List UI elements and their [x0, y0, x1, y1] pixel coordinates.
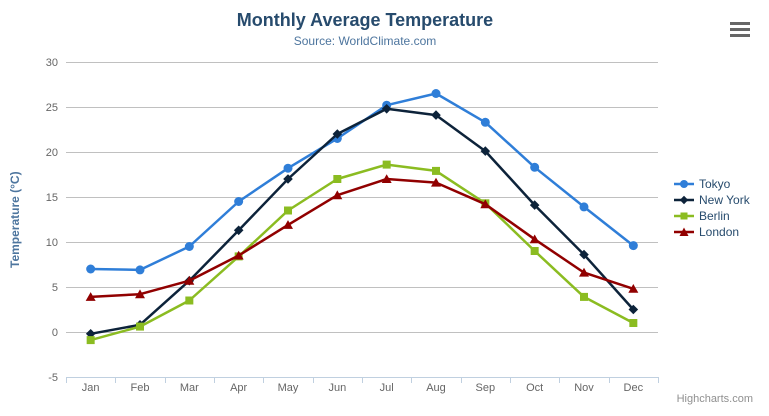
data-point-london-may[interactable] — [283, 220, 293, 229]
y-axis-tick-label: -5 — [48, 372, 58, 384]
hamburger-bar — [730, 28, 750, 31]
credits-link[interactable]: Highcharts.com — [676, 393, 753, 405]
y-axis-title: Temperature (°C) — [8, 171, 22, 268]
series-line-berlin — [89, 163, 635, 342]
data-point-berlin-dec[interactable] — [629, 319, 638, 327]
x-axis-category-label: Aug — [426, 382, 446, 394]
data-point-new-york-sep[interactable] — [480, 146, 491, 156]
y-axis-tick-label: 10 — [46, 237, 58, 249]
data-point-tokyo-feb[interactable] — [135, 265, 145, 275]
data-point-new-york-jul[interactable] — [381, 104, 392, 114]
x-axis-category-label: Jan — [82, 382, 100, 394]
data-point-new-york-jan[interactable] — [85, 329, 96, 339]
legend-label: Berlin — [699, 209, 730, 223]
data-point-berlin-nov[interactable] — [580, 292, 588, 301]
data-point-new-york-nov[interactable] — [579, 249, 589, 260]
legend-item-new-york[interactable]: New York — [674, 192, 750, 208]
data-point-london-feb[interactable] — [135, 289, 145, 299]
x-axis-category-label: Sep — [476, 382, 496, 394]
data-point-london-apr[interactable] — [233, 250, 244, 260]
y-axis-tick-label: 15 — [46, 192, 58, 204]
data-point-berlin-mar[interactable] — [185, 296, 194, 305]
legend-item-tokyo[interactable]: Tokyo — [674, 176, 750, 192]
y-axis-tick-label: 30 — [46, 57, 58, 69]
legend-item-berlin[interactable]: Berlin — [674, 208, 750, 224]
x-axis-category-label: May — [278, 382, 299, 394]
data-point-tokyo-mar[interactable] — [184, 242, 194, 251]
data-point-berlin-oct[interactable] — [530, 247, 539, 255]
data-point-london-dec[interactable] — [628, 284, 639, 293]
x-axis-category-label: Apr — [230, 382, 247, 394]
x-axis-category-label: Jul — [380, 382, 394, 394]
series-line-tokyo — [89, 92, 635, 272]
legend: Tokyo New York Berlin London — [674, 176, 750, 240]
data-point-tokyo-apr[interactable] — [234, 197, 244, 206]
y-axis-tick-label: 0 — [52, 327, 58, 339]
data-point-london-nov[interactable] — [579, 267, 589, 277]
data-point-new-york-jun[interactable] — [332, 129, 343, 139]
legend-label: London — [699, 225, 740, 239]
data-point-berlin-may[interactable] — [284, 206, 292, 215]
data-point-london-jun[interactable] — [332, 190, 343, 200]
legend-label: New York — [699, 193, 750, 207]
data-point-tokyo-aug[interactable] — [431, 89, 441, 98]
chart-title: Monthly Average Temperature — [236, 10, 494, 30]
y-axis-tick-label: 20 — [46, 147, 58, 159]
legend-item-london[interactable]: London — [674, 224, 750, 240]
x-axis-category-label: Feb — [131, 382, 150, 394]
data-point-london-mar[interactable] — [184, 275, 195, 285]
data-point-berlin-jun[interactable] — [333, 175, 342, 183]
data-point-london-aug[interactable] — [431, 177, 441, 187]
data-point-new-york-aug[interactable] — [431, 110, 441, 120]
data-point-berlin-feb[interactable] — [136, 322, 144, 331]
y-axis-tick-label: 25 — [46, 102, 58, 114]
data-point-berlin-aug[interactable] — [432, 166, 440, 175]
data-point-new-york-dec[interactable] — [628, 304, 639, 315]
data-point-tokyo-dec[interactable] — [628, 241, 638, 251]
series-line-new-york — [89, 107, 635, 336]
hamburger-bar — [730, 34, 750, 37]
data-point-london-jul[interactable] — [381, 174, 392, 183]
data-point-new-york-apr[interactable] — [233, 225, 244, 236]
x-axis-category-label: Dec — [624, 382, 644, 394]
y-axis-tick-label: 5 — [52, 282, 58, 294]
data-point-tokyo-sep[interactable] — [480, 117, 490, 127]
data-point-tokyo-jan[interactable] — [86, 264, 96, 274]
data-point-new-york-oct[interactable] — [529, 200, 540, 210]
data-point-tokyo-oct[interactable] — [530, 162, 540, 172]
x-axis-category-label: Nov — [574, 382, 594, 394]
x-axis-category-label: Jun — [328, 382, 346, 394]
data-point-berlin-jan[interactable] — [86, 336, 95, 345]
data-point-new-york-may[interactable] — [283, 174, 293, 184]
legend-label: Tokyo — [699, 177, 731, 191]
legend-marker-diamond-icon — [674, 195, 694, 205]
legend-marker-circle-icon — [674, 180, 694, 188]
hamburger-menu-icon[interactable] — [730, 22, 750, 37]
data-point-berlin-jul[interactable] — [382, 160, 391, 169]
data-point-tokyo-nov[interactable] — [579, 202, 589, 212]
legend-marker-square-icon — [674, 212, 694, 220]
legend-marker-triangle-icon — [674, 227, 694, 236]
data-point-london-oct[interactable] — [529, 234, 540, 244]
chart-subtitle: Source: WorldClimate.com — [293, 34, 437, 48]
x-axis-category-label: Oct — [526, 382, 543, 394]
data-point-london-jan[interactable] — [85, 292, 96, 301]
data-point-tokyo-may[interactable] — [283, 163, 293, 173]
series-line-london — [89, 177, 635, 299]
x-axis-category-label: Mar — [180, 382, 199, 394]
hamburger-bar — [730, 22, 750, 25]
data-point-london-sep[interactable] — [480, 199, 491, 209]
